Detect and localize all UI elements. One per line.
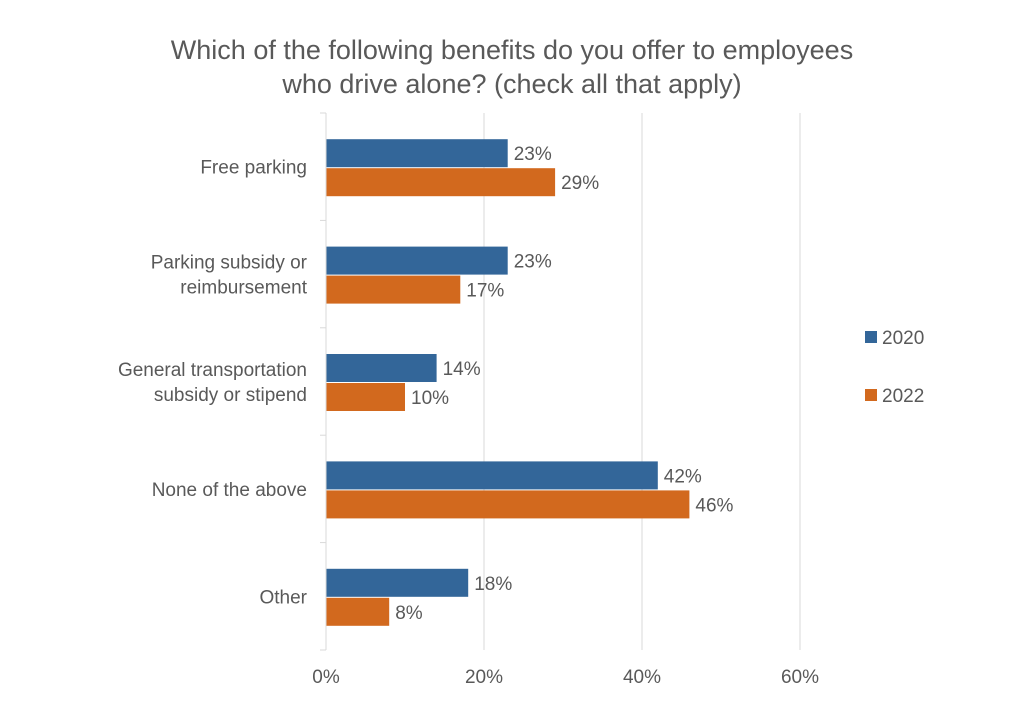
legend-label: 2020 xyxy=(882,328,924,349)
category-label: subsidy or stipend xyxy=(154,385,307,406)
bar-2022-1 xyxy=(326,275,461,304)
data-label: 10% xyxy=(411,388,449,409)
data-labels: 23% 29% 23% 17% 14% 10% 42% 46% 18% 8% xyxy=(395,144,733,624)
category-label: None of the above xyxy=(152,480,307,501)
bar-2020-1 xyxy=(326,246,508,275)
data-label: 23% xyxy=(514,144,552,165)
category-label: reimbursement xyxy=(180,278,307,299)
y-axis xyxy=(320,112,327,651)
x-tick-label: 20% xyxy=(465,667,503,688)
x-tick-label: 60% xyxy=(781,667,819,688)
legend: 2020 2022 xyxy=(865,328,924,407)
category-label: General transportation xyxy=(118,360,307,381)
category-label: Other xyxy=(259,587,307,608)
chart-title: Which of the following benefits do you o… xyxy=(171,35,853,99)
data-label: 17% xyxy=(466,281,504,302)
legend-swatch-2022 xyxy=(865,389,877,401)
chart-title-line: Which of the following benefits do you o… xyxy=(171,35,853,65)
bar-2022-4 xyxy=(326,597,390,626)
legend-swatch-2020 xyxy=(865,331,877,343)
data-label: 18% xyxy=(474,574,512,595)
gridlines xyxy=(483,113,801,650)
data-label: 14% xyxy=(443,359,481,380)
bar-2022-3 xyxy=(326,490,690,519)
chart-title-line: who drive alone? (check all that apply) xyxy=(281,69,741,99)
data-label: 46% xyxy=(695,495,733,516)
bar-2022-0 xyxy=(326,168,556,197)
x-tick-labels: 0% 20% 40% 60% xyxy=(312,667,819,688)
category-labels: Free parking Parking subsidy or reimbursem… xyxy=(118,158,308,609)
data-label: 29% xyxy=(561,173,599,194)
category-label: Free parking xyxy=(200,158,307,179)
category-label: Parking subsidy or xyxy=(151,253,308,274)
x-tick-label: 0% xyxy=(312,667,340,688)
bar-2020-0 xyxy=(326,139,508,168)
data-label: 23% xyxy=(514,252,552,273)
x-tick-label: 40% xyxy=(623,667,661,688)
bars xyxy=(326,139,690,626)
data-label: 42% xyxy=(664,466,702,487)
bar-2022-2 xyxy=(326,383,405,411)
data-label: 8% xyxy=(395,603,423,624)
legend-label: 2022 xyxy=(882,386,924,407)
bar-2020-2 xyxy=(326,354,437,382)
bar-2020-3 xyxy=(326,461,658,490)
bar-2020-4 xyxy=(326,568,469,597)
